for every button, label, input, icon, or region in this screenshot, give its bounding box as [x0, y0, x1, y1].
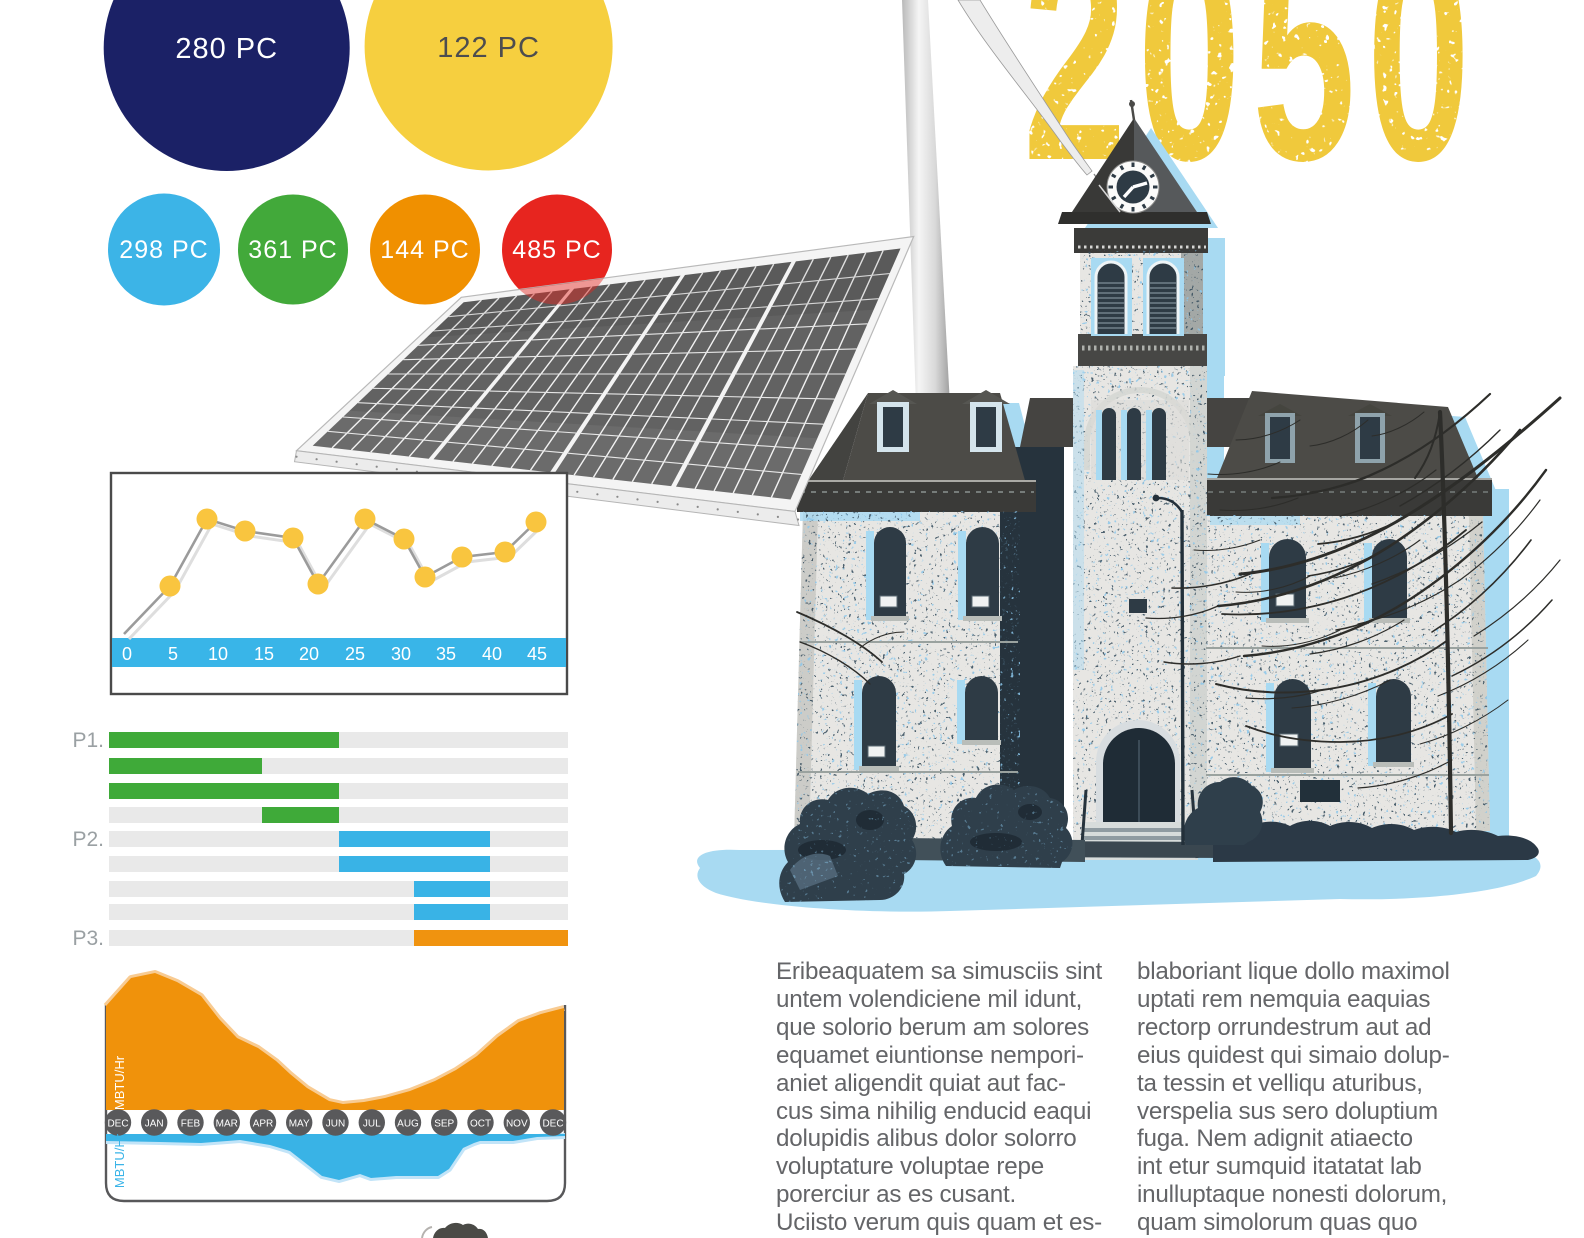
svg-text:122 PC: 122 PC: [437, 32, 540, 64]
svg-text:MAY: MAY: [289, 1119, 310, 1130]
svg-text:10: 10: [208, 644, 228, 664]
svg-text:APR: APR: [253, 1119, 274, 1130]
svg-text:SEP: SEP: [434, 1119, 454, 1130]
svg-text:280 PC: 280 PC: [175, 33, 278, 65]
svg-text:25: 25: [345, 644, 365, 664]
svg-text:FEB: FEB: [181, 1119, 201, 1130]
svg-text:30: 30: [391, 644, 411, 664]
svg-text:JUL: JUL: [363, 1119, 381, 1130]
svg-text:MAR: MAR: [216, 1119, 238, 1130]
svg-text:5: 5: [168, 644, 178, 664]
svg-text:15: 15: [254, 644, 274, 664]
svg-text:0: 0: [122, 644, 132, 664]
svg-text:35: 35: [436, 644, 456, 664]
svg-text:298 PC: 298 PC: [119, 236, 208, 264]
svg-text:MBTU/Hr: MBTU/Hr: [112, 1133, 127, 1188]
svg-text:NOV: NOV: [506, 1119, 528, 1130]
svg-text:JUN: JUN: [326, 1119, 345, 1130]
svg-text:485 PC: 485 PC: [512, 236, 601, 264]
svg-text:P2.: P2.: [72, 828, 104, 851]
svg-text:JAN: JAN: [145, 1119, 164, 1130]
svg-text:MBTU/Hr: MBTU/Hr: [112, 1055, 127, 1110]
svg-text:P3.: P3.: [72, 927, 104, 950]
svg-text:DEC: DEC: [542, 1119, 563, 1130]
svg-text:20: 20: [299, 644, 319, 664]
svg-text:OCT: OCT: [470, 1119, 491, 1130]
svg-text:P1.: P1.: [72, 729, 104, 752]
svg-text:144 PC: 144 PC: [380, 236, 469, 264]
svg-text:45: 45: [527, 644, 547, 664]
svg-text:AUG: AUG: [397, 1119, 419, 1130]
svg-text:361 PC: 361 PC: [248, 236, 337, 264]
svg-text:40: 40: [482, 644, 502, 664]
svg-text:DEC: DEC: [107, 1119, 128, 1130]
